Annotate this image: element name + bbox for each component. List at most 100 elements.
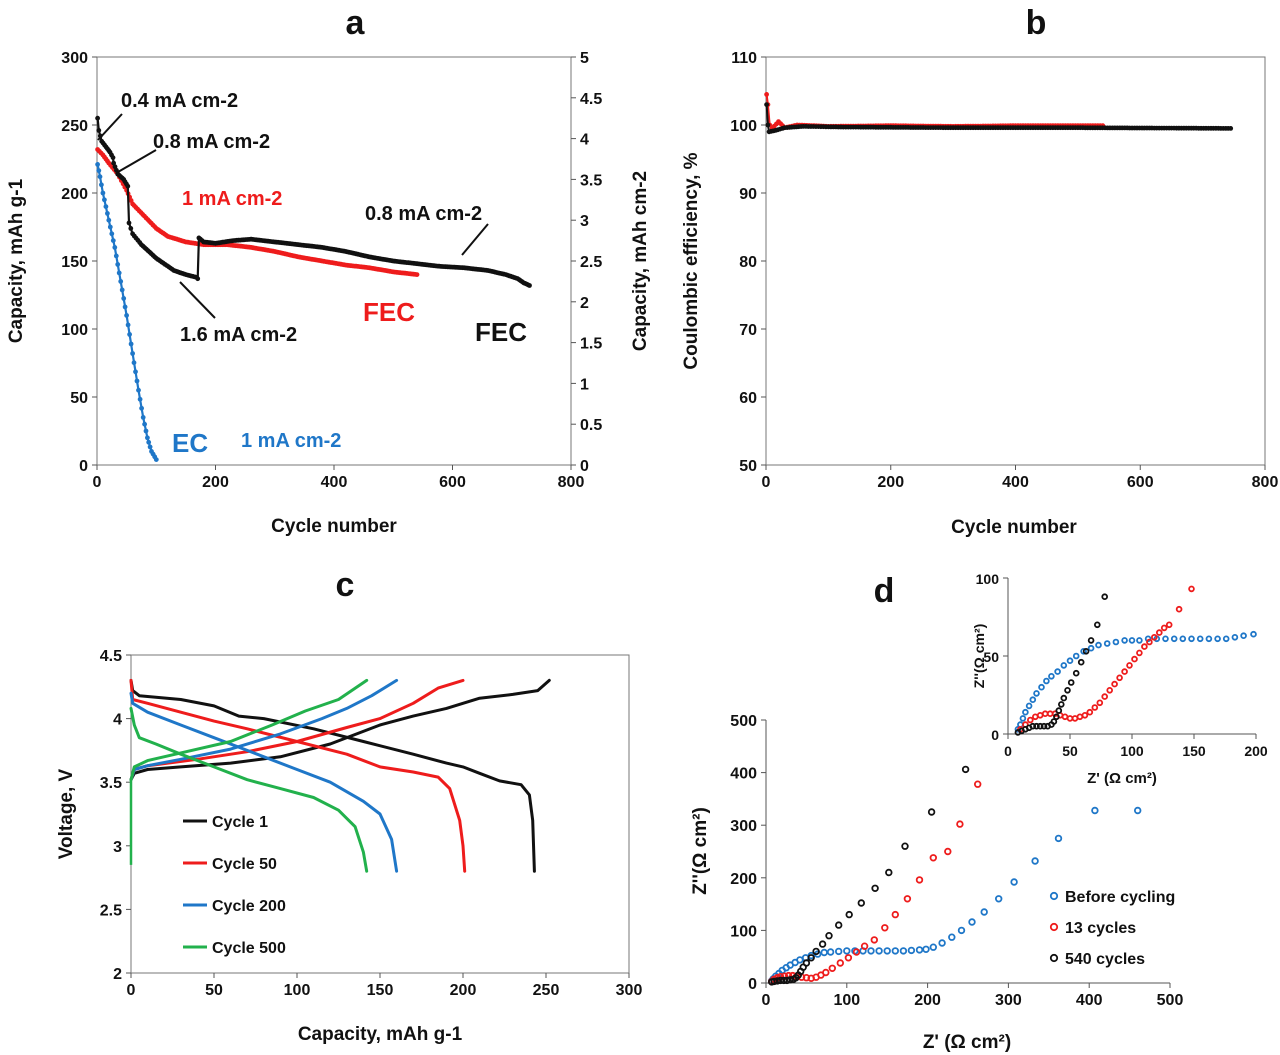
a-series-point-blue — [128, 341, 134, 347]
inset-point-blue — [1072, 652, 1080, 660]
a-series-point-blue — [96, 168, 102, 174]
d-point-black — [845, 910, 853, 919]
inset-point-red — [1188, 585, 1195, 593]
d-point-red — [891, 910, 899, 919]
inset-point-black — [1036, 722, 1044, 730]
a-series-point-blue — [97, 174, 103, 180]
inset-point-blue — [1196, 635, 1204, 643]
c-discharge-curve-black — [129, 678, 536, 873]
d-point-blue — [907, 946, 916, 955]
inset-point-blue — [1054, 668, 1061, 675]
b-y-tick-label: 110 — [731, 50, 757, 67]
a-series-point-blue — [124, 313, 129, 318]
inset-point-black — [1064, 686, 1071, 694]
d-point-black — [802, 959, 811, 967]
c-legend-label: Cycle 50 — [212, 856, 277, 873]
panel-d-series — [768, 765, 1142, 986]
b-y-tick-label: 70 — [739, 322, 757, 339]
a-x-tick-label: 600 — [439, 474, 466, 491]
c-y-tick-label: 2.5 — [100, 902, 122, 919]
a-series-point-black — [128, 226, 134, 231]
b-series-line-red — [765, 93, 1104, 130]
a-series-point-blue — [130, 351, 136, 356]
a-series-point-blue — [121, 296, 127, 301]
inset-point-red — [1136, 649, 1143, 657]
c-discharge-curve-blue — [129, 691, 399, 873]
d-point-red — [844, 954, 853, 962]
d-point-red — [881, 924, 889, 932]
a-y-tick-label: 100 — [61, 322, 88, 339]
inset-point-blue — [1103, 640, 1111, 647]
d-y-tick-label: 400 — [730, 766, 757, 783]
inset-point-red — [1076, 713, 1084, 721]
a-series-point-blue — [116, 270, 122, 276]
d-point-black — [825, 932, 833, 940]
d-point-black — [773, 977, 781, 985]
d-point-blue — [843, 947, 851, 955]
panel-c-x-ticks: 0 50 100 150 200 250 300 — [127, 973, 642, 999]
inset-point-red — [1116, 674, 1123, 682]
b-x-tick-label: 800 — [1252, 474, 1279, 491]
d-point-blue — [915, 946, 924, 954]
a-y-tick-label: 200 — [61, 186, 88, 203]
a-series-point-blue — [95, 162, 100, 167]
d-point-blue — [968, 918, 976, 926]
b-x-tick-label: 400 — [1002, 474, 1029, 491]
panel-a-y-axis-title: Capacity, mAh g-1 — [6, 178, 27, 343]
panel-d-inset: 0 50 100 150 200 0 50 100 Z' (Ω cm²) Z''(Ω cm²… — [971, 571, 1268, 787]
a-series-point-black — [111, 160, 116, 166]
a-y2-tick-label: 0.5 — [580, 417, 602, 434]
b-series-point-red — [764, 92, 769, 97]
panel-a-x-axis-title: Cycle number — [271, 516, 397, 537]
inset-point-blue — [1022, 708, 1029, 716]
d-point-blue — [948, 933, 956, 941]
inset-point-red — [1151, 633, 1158, 641]
inset-point-black — [1053, 713, 1060, 721]
a-series-point-blue — [136, 387, 141, 393]
d-point-red — [870, 936, 878, 944]
inset-point-black — [1094, 621, 1101, 629]
d-point-blue — [883, 947, 891, 955]
d-point-blue — [875, 947, 883, 955]
inset-point-blue — [1162, 635, 1169, 643]
annotation-1-rate-blue: 1 mA cm-2 — [241, 430, 341, 452]
d-point-black — [927, 808, 936, 816]
panel-a-y-ticks: 0 50 100 150 200 250 300 — [61, 50, 97, 475]
panel-c-y-axis-title: Voltage, V — [56, 768, 77, 859]
b-series-point-black — [764, 102, 769, 107]
a-series-point-blue — [137, 396, 143, 402]
inset-point-blue — [1033, 690, 1040, 697]
inset-y-tick-label: 50 — [983, 649, 999, 665]
a-y2-tick-label: 2.5 — [580, 254, 602, 271]
label-fec-red: FEC — [363, 297, 415, 327]
inset-point-blue — [1112, 638, 1120, 646]
panel-d-y-ticks: 0 100 200 300 400 500 — [730, 713, 766, 993]
d-point-blue — [1031, 857, 1039, 865]
inset-point-blue — [1019, 715, 1027, 722]
inset-x-tick-label: 150 — [1182, 743, 1206, 759]
inset-point-blue — [1048, 672, 1055, 680]
inset-x-tick-label: 200 — [1244, 743, 1268, 759]
annotation-0.4-rate: 0.4 mA cm-2 — [121, 90, 238, 112]
d-point-red — [822, 968, 830, 977]
inset-point-black — [1055, 707, 1063, 714]
inset-point-blue — [1170, 635, 1178, 643]
d-point-blue — [938, 939, 946, 947]
panel-c-x-axis-title: Capacity, mAh g-1 — [298, 1024, 463, 1045]
a-series-point-blue — [102, 197, 107, 203]
a-series-point-blue — [143, 428, 149, 434]
panel-a-annotations: 0.4 mA cm-2 0.8 mA cm-2 1 mA cm-2 0.8 mA… — [97, 90, 527, 458]
c-charge-curve-green — [129, 678, 369, 782]
b-series-point-black — [765, 122, 771, 128]
inset-point-blue — [1038, 683, 1045, 691]
a-series-point-black — [126, 220, 132, 226]
d-point-red — [956, 820, 964, 828]
d-x-tick-label: 300 — [995, 992, 1022, 1009]
panel-a-y2-ticks: 0 0.5 1 1.5 2 2.5 3 3.5 4 4.5 5 — [571, 50, 602, 475]
a-series-point-blue — [113, 253, 119, 259]
a-series-point-blue — [99, 182, 104, 188]
d-point-red — [974, 780, 982, 788]
inset-point-black — [1082, 647, 1090, 655]
annotation-0.8-rate-late: 0.8 mA cm-2 — [365, 203, 482, 225]
panel-c-series — [129, 678, 551, 873]
